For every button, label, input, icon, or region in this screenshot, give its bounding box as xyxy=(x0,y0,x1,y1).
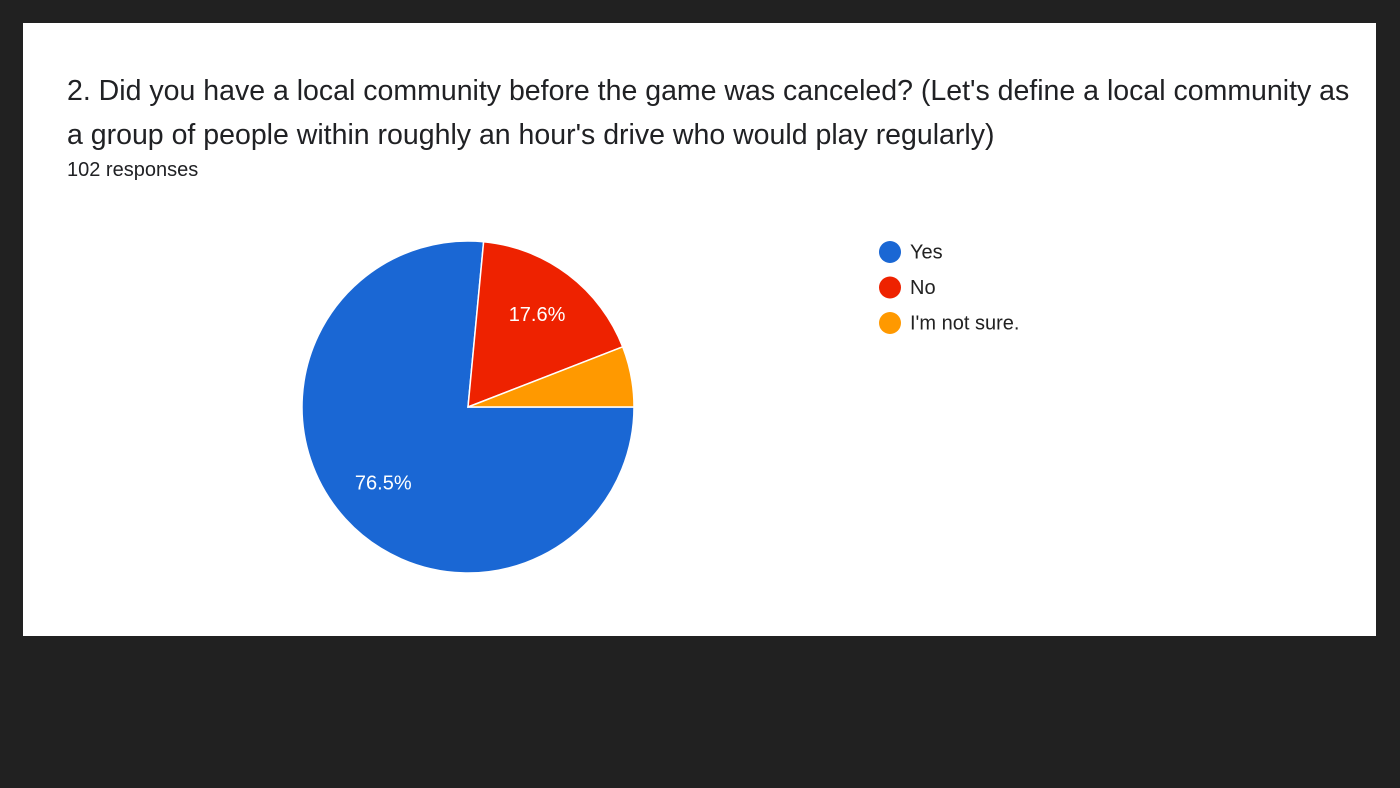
pie-slice xyxy=(467,240,624,409)
pie-slice xyxy=(467,345,635,408)
legend-swatch xyxy=(879,312,901,334)
legend-swatch xyxy=(879,241,901,263)
data-label: 76.5% xyxy=(355,472,412,494)
data-label: 17.6% xyxy=(509,304,566,326)
chart-title: 2. Did you have a local community before… xyxy=(67,75,1350,151)
legend-label: I'm not sure. xyxy=(910,312,1019,334)
chart-subtitle: 102 responses xyxy=(67,159,199,181)
legend-swatch xyxy=(879,276,901,299)
card: 2. Did you have a local community before… xyxy=(23,23,1376,636)
legend-label: Yes xyxy=(910,241,943,263)
legend-label: No xyxy=(910,277,936,299)
